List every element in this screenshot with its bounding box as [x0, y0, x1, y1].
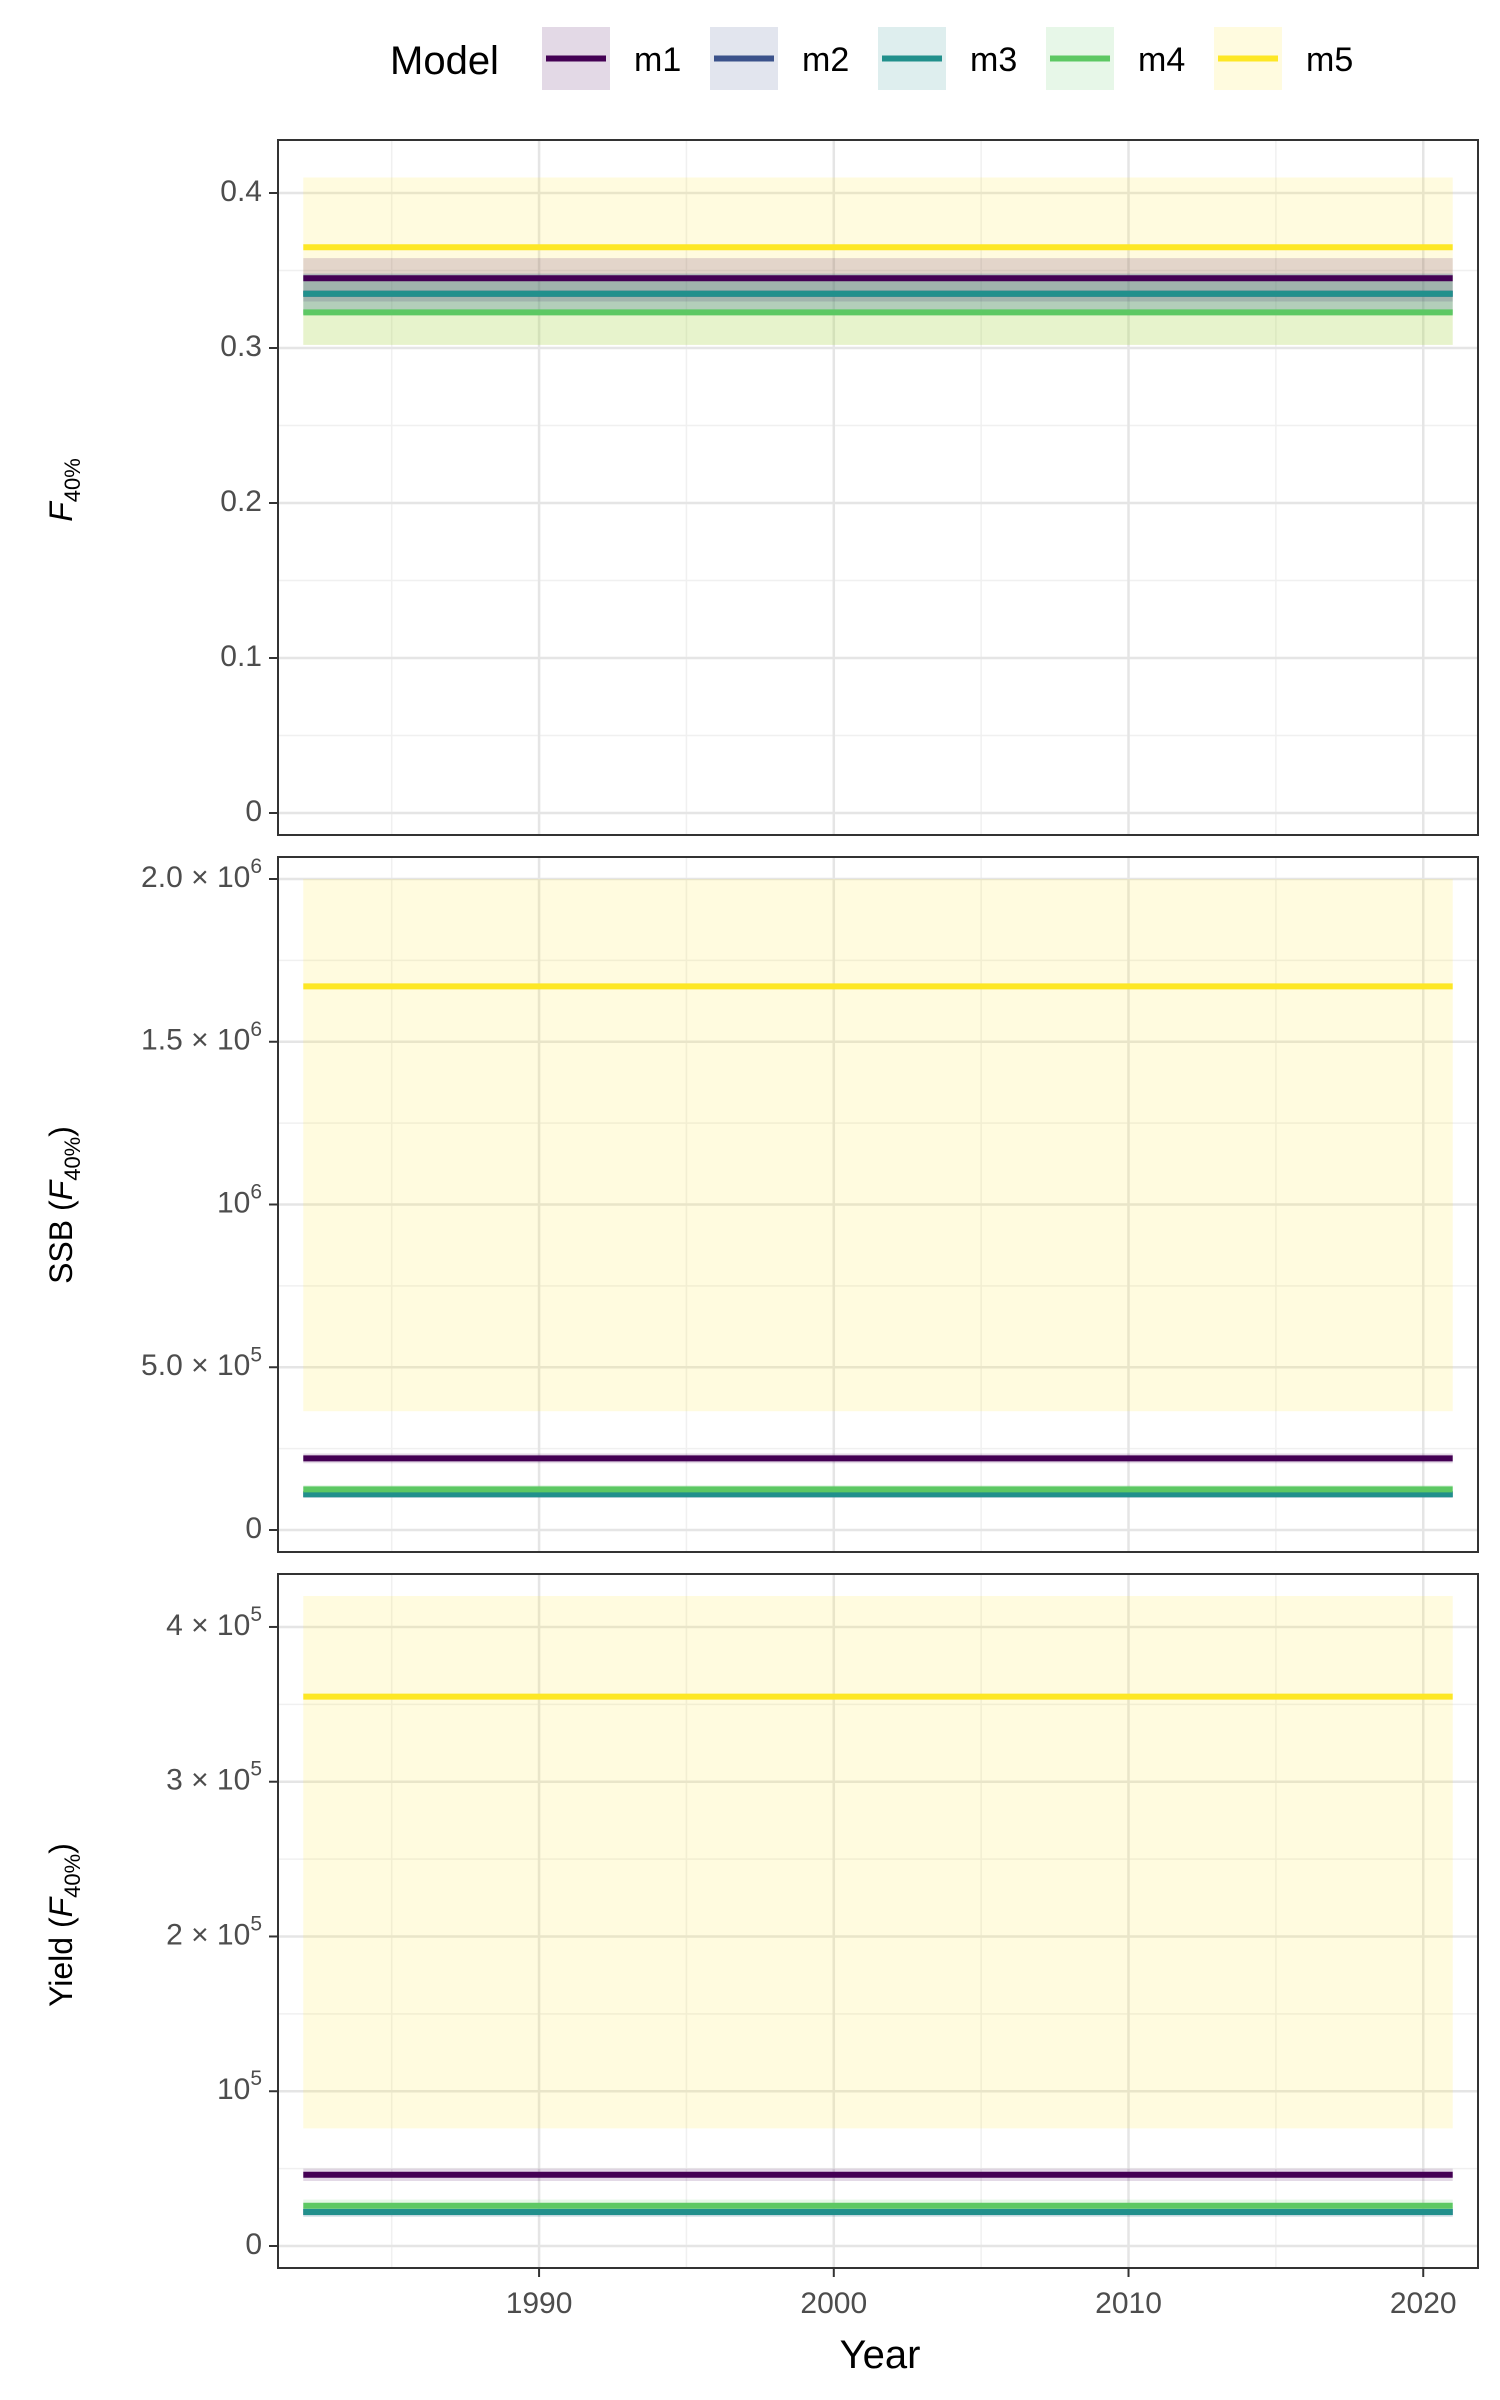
- y-axis-title-ssb: SSB (F40%): [43, 1126, 85, 1284]
- ribbon-m5: [303, 177, 1453, 345]
- x-tick-label: 2020: [1390, 2287, 1457, 2320]
- y-tick-label: 0: [245, 1512, 262, 1545]
- panel-border: [277, 139, 1479, 836]
- y-tick-label: 3 × 105: [166, 1757, 262, 1796]
- legend-item-m3: m3: [878, 27, 1017, 90]
- legend-label-m1: m1: [634, 41, 681, 79]
- y-tick-label: 0.3: [220, 330, 262, 363]
- grid-yield: [278, 1574, 1478, 2268]
- x-tick-label: 1990: [506, 2287, 573, 2320]
- legend-label-m5: m5: [1306, 41, 1353, 79]
- legend-label-m3: m3: [970, 41, 1017, 79]
- y-tick-label: 2.0 × 106: [141, 855, 262, 894]
- panel-border: [277, 1573, 1479, 2269]
- x-axis-title: Year: [840, 2333, 921, 2377]
- y-tick-label: 0: [245, 2228, 262, 2261]
- y-tick-label: 2 × 105: [166, 1912, 262, 1951]
- y-tick-label: 0.4: [220, 175, 262, 208]
- y-axis-title-f40: F40%: [43, 458, 85, 522]
- legend-item-m2: m2: [710, 27, 849, 90]
- ribbon-m5: [303, 1596, 1453, 2129]
- panel-f40: 0 0.1 0.2 0.3 0.4: [220, 139, 1479, 836]
- legend: Model m1 m2 m3 m4 m5: [390, 27, 1353, 90]
- legend-title: Model: [390, 39, 499, 83]
- legend-label-m2: m2: [802, 41, 849, 79]
- y-tick-label: 1.5 × 106: [141, 1017, 262, 1056]
- y-tick-label: 5.0 × 105: [141, 1343, 262, 1382]
- y-axis-title-yield: Yield (F40%): [43, 1843, 85, 2007]
- ribbon-m5: [303, 879, 1453, 1412]
- legend-label-m4: m4: [1138, 41, 1185, 79]
- grid-ssb: [278, 857, 1478, 1552]
- legend-item-m1: m1: [542, 27, 681, 90]
- x-axis: 1990 2000 2010 2020: [506, 2268, 1457, 2320]
- y-tick-label: 0: [245, 795, 262, 828]
- y-tick-label: 4 × 105: [166, 1602, 262, 1641]
- x-tick-label: 2000: [800, 2287, 867, 2320]
- y-tick-label: 0.1: [220, 640, 262, 673]
- grid-f40: [278, 140, 1478, 835]
- legend-item-m4: m4: [1046, 27, 1185, 90]
- legend-item-m5: m5: [1214, 27, 1353, 90]
- x-tick-label: 2010: [1095, 2287, 1162, 2320]
- y-tick-label: 0.2: [220, 485, 262, 518]
